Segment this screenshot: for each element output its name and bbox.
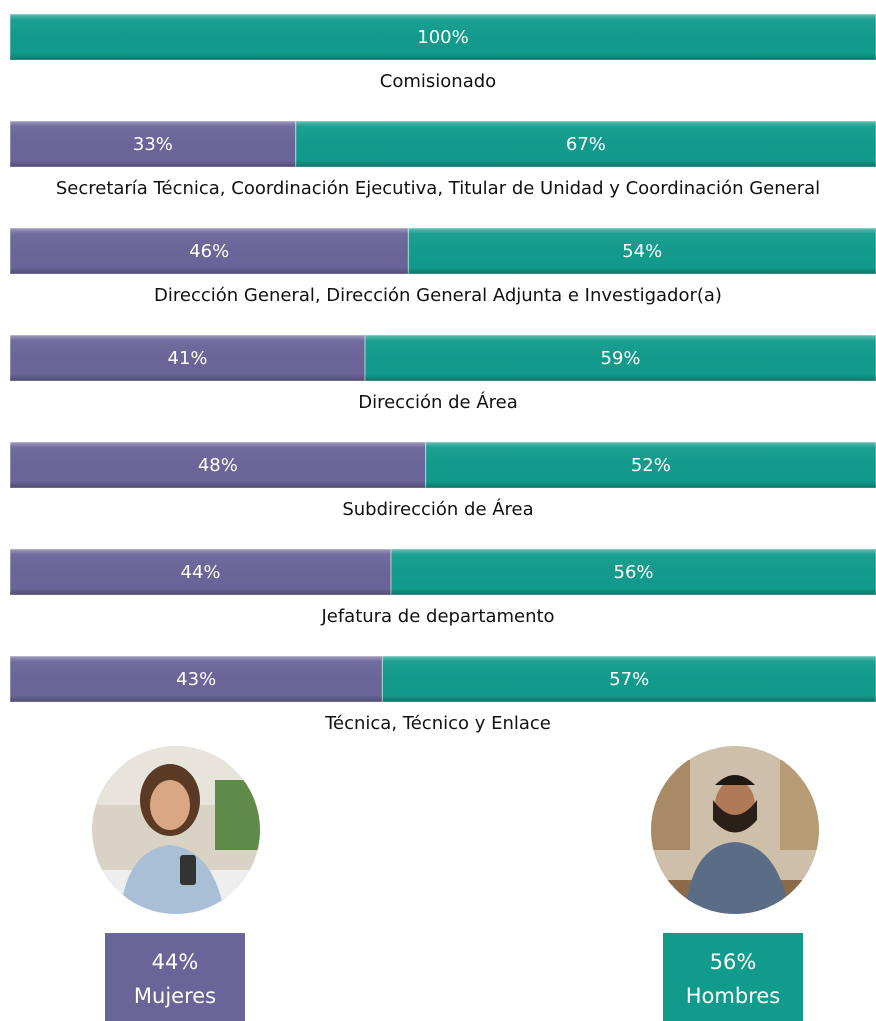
summary-value: 44% [152, 950, 199, 974]
photo-man [650, 745, 822, 920]
value-label: 46% [189, 241, 229, 262]
photo-woman [90, 745, 265, 920]
value-label: 54% [622, 241, 662, 262]
value-label: 52% [631, 455, 671, 476]
category-label: Comisionado [380, 71, 496, 92]
legend-label: Mujeres [134, 984, 216, 1008]
value-label: 33% [133, 134, 173, 155]
chart: 44% Mujeres 56% Hombres 100% Comisionado 3… [0, 0, 876, 1021]
summary-value: 56% [710, 950, 757, 974]
value-label: 67% [566, 134, 606, 155]
category-label: Dirección General, Dirección General Adj… [154, 285, 722, 306]
legend-label: Hombres [686, 984, 780, 1008]
category-label: Secretaría Técnica, Coordinación Ejecuti… [56, 178, 820, 199]
value-label: 59% [601, 348, 641, 369]
value-label: 48% [198, 455, 238, 476]
category-label: Dirección de Área [358, 391, 518, 413]
value-label: 41% [168, 348, 208, 369]
page: {"chart_data": { "type": "bar", "orienta… [0, 0, 876, 1021]
value-label: 57% [609, 669, 649, 690]
value-label: 56% [614, 562, 654, 583]
category-label: Subdirección de Área [342, 498, 533, 520]
value-label: 100% [417, 27, 468, 48]
value-label: 43% [176, 669, 216, 690]
value-label: 44% [181, 562, 221, 583]
category-label: Técnica, Técnico y Enlace [324, 713, 551, 734]
category-label: Jefatura de departamento [320, 606, 554, 627]
